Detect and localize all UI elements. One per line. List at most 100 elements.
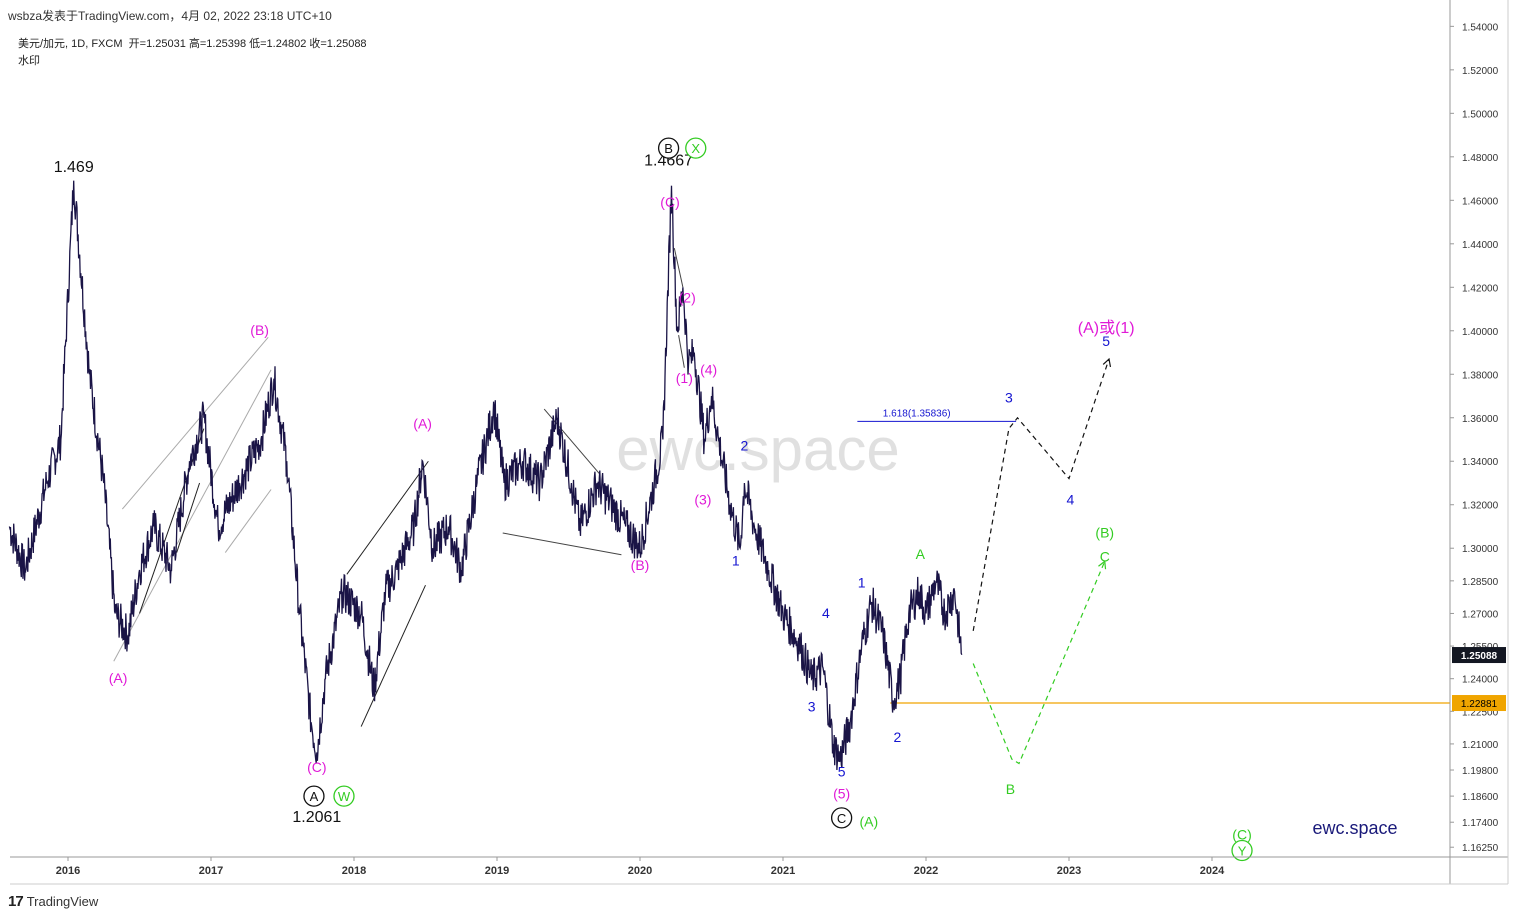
y-tick-label: 1.44000 [1462, 240, 1499, 251]
wave-label: 5 [1102, 333, 1110, 349]
x-tick-label: 2018 [342, 865, 366, 877]
y-tick-label: 1.16250 [1462, 843, 1499, 854]
channel-line [346, 460, 429, 575]
y-tick-label: 1.17400 [1462, 818, 1499, 829]
y-tick-label: 1.52000 [1462, 66, 1499, 77]
y-tick-label: 1.28500 [1462, 577, 1499, 588]
wave-label: (A) [413, 416, 432, 432]
x-tick-label: 2021 [771, 865, 795, 877]
circled-wave-label: C [830, 807, 853, 829]
wave-circle [830, 807, 853, 829]
wave-label: 1 [858, 574, 866, 590]
wave-label: (C) [307, 759, 326, 775]
x-tick-label: 2016 [56, 865, 80, 877]
wave-label: (5) [833, 785, 850, 801]
x-tick-label: 2022 [914, 865, 938, 877]
projection-path-green [972, 561, 1106, 765]
wave-label: (B) [631, 557, 650, 573]
wave-label: 4 [1067, 492, 1075, 508]
wave-label: 1 [732, 553, 740, 569]
wave-label: (1) [676, 370, 693, 386]
wave-label: (C) [660, 194, 679, 210]
wave-circle [1231, 839, 1253, 862]
wave-label: 1.469 [54, 159, 94, 176]
circled-wave-label: B [657, 137, 680, 159]
projection-arrowhead-black [1102, 357, 1112, 368]
wave-label: (3) [694, 492, 711, 508]
circled-wave-label: W [333, 785, 355, 807]
wave-label: (C) [1232, 827, 1251, 843]
projection-path-black [972, 358, 1110, 632]
wave-circle-text: X [691, 141, 700, 156]
wedge-line [678, 335, 685, 368]
y-tick-label: 1.48000 [1462, 153, 1499, 164]
y-tick-label: 1.27000 [1462, 609, 1499, 620]
channel-line [121, 336, 269, 510]
channel-line [360, 584, 426, 727]
price-series [8, 180, 963, 771]
wedge-line [176, 482, 201, 553]
wave-label: (2) [679, 290, 696, 306]
brand-label: ewc.space [1312, 818, 1397, 838]
circled-wave-label: X [685, 137, 707, 159]
x-tick-label: 2019 [485, 865, 509, 877]
wave-label: (A) [859, 814, 878, 830]
wave-circle-text: A [310, 789, 319, 804]
ohlc-values: 开=1.25031 高=1.25398 低=1.24802 收=1.25088 [128, 38, 367, 50]
wave-label: 2 [740, 437, 748, 453]
last-price-tag [1452, 647, 1506, 664]
wedge-line [673, 248, 684, 288]
wave-label: 3 [808, 698, 816, 714]
projection-arrowhead-green [1098, 560, 1107, 570]
wave-circle [303, 785, 325, 807]
support-price-label: 1.22881 [1461, 699, 1498, 710]
wave-label: 5 [838, 764, 846, 780]
wave-label: 1.4667 [644, 153, 693, 170]
wave-label: B [1006, 781, 1015, 797]
y-tick-label: 1.24000 [1462, 675, 1499, 686]
symbol-legend: 美元/加元, 1D, FXCM 开=1.25031 高=1.25398 低=1.… [18, 35, 367, 51]
x-tick-label: 2024 [1200, 865, 1225, 877]
watermark-legend: 水印 [18, 55, 40, 67]
wave-label: 4 [822, 605, 830, 621]
y-tick-label: 1.19800 [1462, 766, 1499, 777]
symbol-label[interactable]: 美元/加元, 1D, FXCM [18, 38, 123, 50]
circled-wave-label: Y [1231, 839, 1253, 862]
wave-label: (A)或(1) [1078, 319, 1135, 337]
wave-circle [657, 137, 680, 159]
x-tick-label: 2023 [1057, 865, 1081, 877]
y-tick-label: 1.21000 [1462, 740, 1499, 751]
y-tick-label: 1.40000 [1462, 327, 1499, 338]
tradingview-footer: 17 TradingView [8, 893, 98, 910]
support-price-tag [1452, 695, 1506, 712]
wave-label: A [916, 546, 926, 562]
wave-circle-text: B [664, 141, 673, 156]
tradingview-brand: TradingView [26, 894, 99, 909]
y-tick-label: 1.54000 [1462, 22, 1499, 33]
wave-circle-text: C [837, 811, 846, 826]
y-tick-label: 1.38000 [1462, 370, 1499, 381]
y-tick-label: 1.42000 [1462, 283, 1499, 294]
chart-header: wsbza发表于TradingView.com，4月 02, 2022 23:1… [8, 9, 332, 23]
wave-label: 1.2061 [292, 809, 341, 826]
wave-label: 2 [894, 729, 902, 745]
circled-wave-label: A [303, 785, 325, 807]
y-tick-label: 1.50000 [1462, 109, 1499, 120]
fib-label: 1.618(1.35836) [883, 408, 951, 419]
y-tick-label: 1.46000 [1462, 196, 1499, 207]
channel-line [113, 369, 272, 662]
wave-label: (B) [250, 322, 269, 338]
wave-circle [685, 137, 707, 159]
x-tick-label: 2020 [628, 865, 652, 877]
wave-label: 3 [1005, 390, 1013, 406]
wave-label: C [1100, 548, 1110, 564]
wave-label: (B) [1095, 524, 1114, 540]
wave-circle [333, 785, 355, 807]
wave-circle-text: W [338, 789, 351, 804]
wave-label: (4) [700, 361, 717, 377]
y-tick-label: 1.32000 [1462, 501, 1499, 512]
x-tick-label: 2017 [199, 865, 223, 877]
wave-circle-text: Y [1238, 843, 1247, 858]
y-tick-label: 1.18600 [1462, 792, 1499, 803]
